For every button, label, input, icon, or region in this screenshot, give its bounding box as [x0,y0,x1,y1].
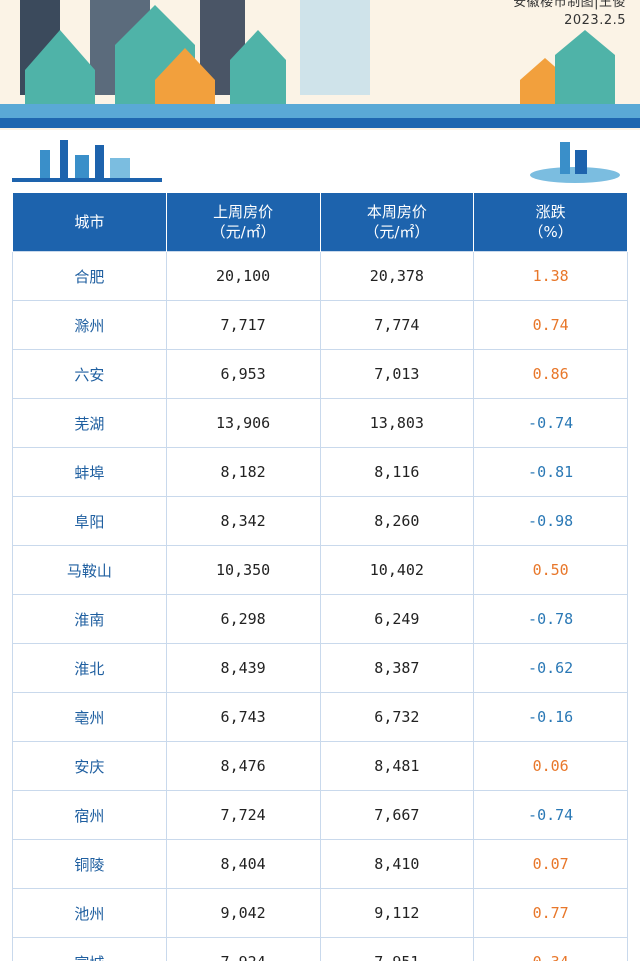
column-label: 涨跌 [535,203,566,221]
column-unit: （元/㎡） [210,223,276,241]
table-row: 安庆 8,476 8,481 0.06 [12,741,628,791]
value-cell: 7,013 [319,349,475,399]
value-cell: -0.78 [473,594,628,644]
value-cell: -0.74 [473,398,628,448]
value-cell: 6,732 [319,692,475,742]
value-cell: -0.98 [473,496,628,546]
value-cell: 13,803 [319,398,475,448]
value-cell: 0.77 [473,888,628,938]
city-cell: 亳州 [12,692,167,742]
table-row: 马鞍山 10,350 10,402 0.50 [12,545,628,595]
value-cell: 10,350 [165,545,321,595]
column-label: 上周房价 [213,203,274,221]
value-cell: -0.16 [473,692,628,742]
table-row: 亳州 6,743 6,732 -0.16 [12,692,628,742]
value-cell: 0.06 [473,741,628,791]
city-cell: 池州 [12,888,167,938]
table-row: 六安 6,953 7,013 0.86 [12,349,628,399]
banner-illustration [0,0,640,130]
value-cell: 0.50 [473,545,628,595]
value-cell: 9,042 [165,888,321,938]
column-label: 本周房价 [366,203,427,221]
table-row: 滁州 7,717 7,774 0.74 [12,300,628,350]
value-cell: 8,182 [165,447,321,497]
city-cell: 宣城 [12,937,167,961]
value-cell: 8,439 [165,643,321,693]
table-row: 宣城7,9247,9510.34 [12,937,628,961]
value-cell: 7,667 [319,790,475,840]
value-cell: -0.62 [473,643,628,693]
value-cell: -0.81 [473,447,628,497]
city-cell: 淮北 [12,643,167,693]
city-cell: 铜陵 [12,839,167,889]
value-cell: 7,717 [165,300,321,350]
value-cell: 0.86 [473,349,628,399]
value-cell: 8,116 [319,447,475,497]
table-row: 蚌埠 8,182 8,116 -0.81 [12,447,628,497]
column-label: 城市 [74,213,105,231]
value-cell: 0.74 [473,300,628,350]
value-cell: 0.07 [473,839,628,889]
value-cell: 9,112 [319,888,475,938]
value-cell: 6,298 [165,594,321,644]
table-row: 淮南 6,298 6,249 -0.78 [12,594,628,644]
column-header: 涨跌 （%） [473,193,628,252]
column-header: 城市 [12,193,167,252]
table-row: 池州 9,042 9,112 0.77 [12,888,628,938]
value-cell: 7,724 [165,790,321,840]
column-unit: （元/㎡） [364,223,430,241]
value-cell: 6,743 [165,692,321,742]
column-header: 上周房价 （元/㎡） [165,193,321,252]
table-row: 合肥 20,100 20,378 1.38 [12,251,628,301]
value-cell: 8,404 [165,839,321,889]
table-row: 淮北 8,439 8,387 -0.62 [12,643,628,693]
value-cell: 7,951 [319,937,475,961]
city-cell: 合肥 [12,251,167,301]
value-cell: 13,906 [165,398,321,448]
source: 安徽楼市制图|王俊 [513,0,626,10]
table-row: 阜阳 8,342 8,260 -0.98 [12,496,628,546]
skyline-decoration [12,140,620,183]
city-cell: 滁州 [12,300,167,350]
value-cell: 6,953 [165,349,321,399]
city-cell: 安庆 [12,741,167,791]
table-row: 芜湖 13,906 13,803 -0.74 [12,398,628,448]
value-cell: 8,342 [165,496,321,546]
value-cell: 7,924 [165,937,321,961]
column-unit: （%） [528,223,573,241]
value-cell: 8,410 [319,839,475,889]
value-cell: 6,249 [319,594,475,644]
value-cell: 20,378 [319,251,475,301]
city-cell: 阜阳 [12,496,167,546]
city-cell: 六安 [12,349,167,399]
value-cell: -0.74 [473,790,628,840]
city-cell: 马鞍山 [12,545,167,595]
value-cell: 8,481 [319,741,475,791]
table-row: 宿州 7,724 7,667 -0.74 [12,790,628,840]
value-cell: 8,476 [165,741,321,791]
value-cell: 10,402 [319,545,475,595]
value-cell: 20,100 [165,251,321,301]
city-cell: 淮南 [12,594,167,644]
value-cell: 8,387 [319,643,475,693]
value-cell: 7,774 [319,300,475,350]
date: 2023.2.5 [564,13,626,28]
table-row: 铜陵 8,404 8,410 0.07 [12,839,628,889]
city-cell: 宿州 [12,790,167,840]
value-cell: 1.38 [473,251,628,301]
city-cell: 芜湖 [12,398,167,448]
price-table: 城市 上周房价 （元/㎡） 本周房价 （元/㎡） 涨跌 （%） 合肥 20,100 20,378… [12,193,628,961]
value-cell: 8,260 [319,496,475,546]
city-cell: 蚌埠 [12,447,167,497]
column-header: 本周房价 （元/㎡） [319,193,475,252]
value-cell: 0.34 [473,937,628,961]
